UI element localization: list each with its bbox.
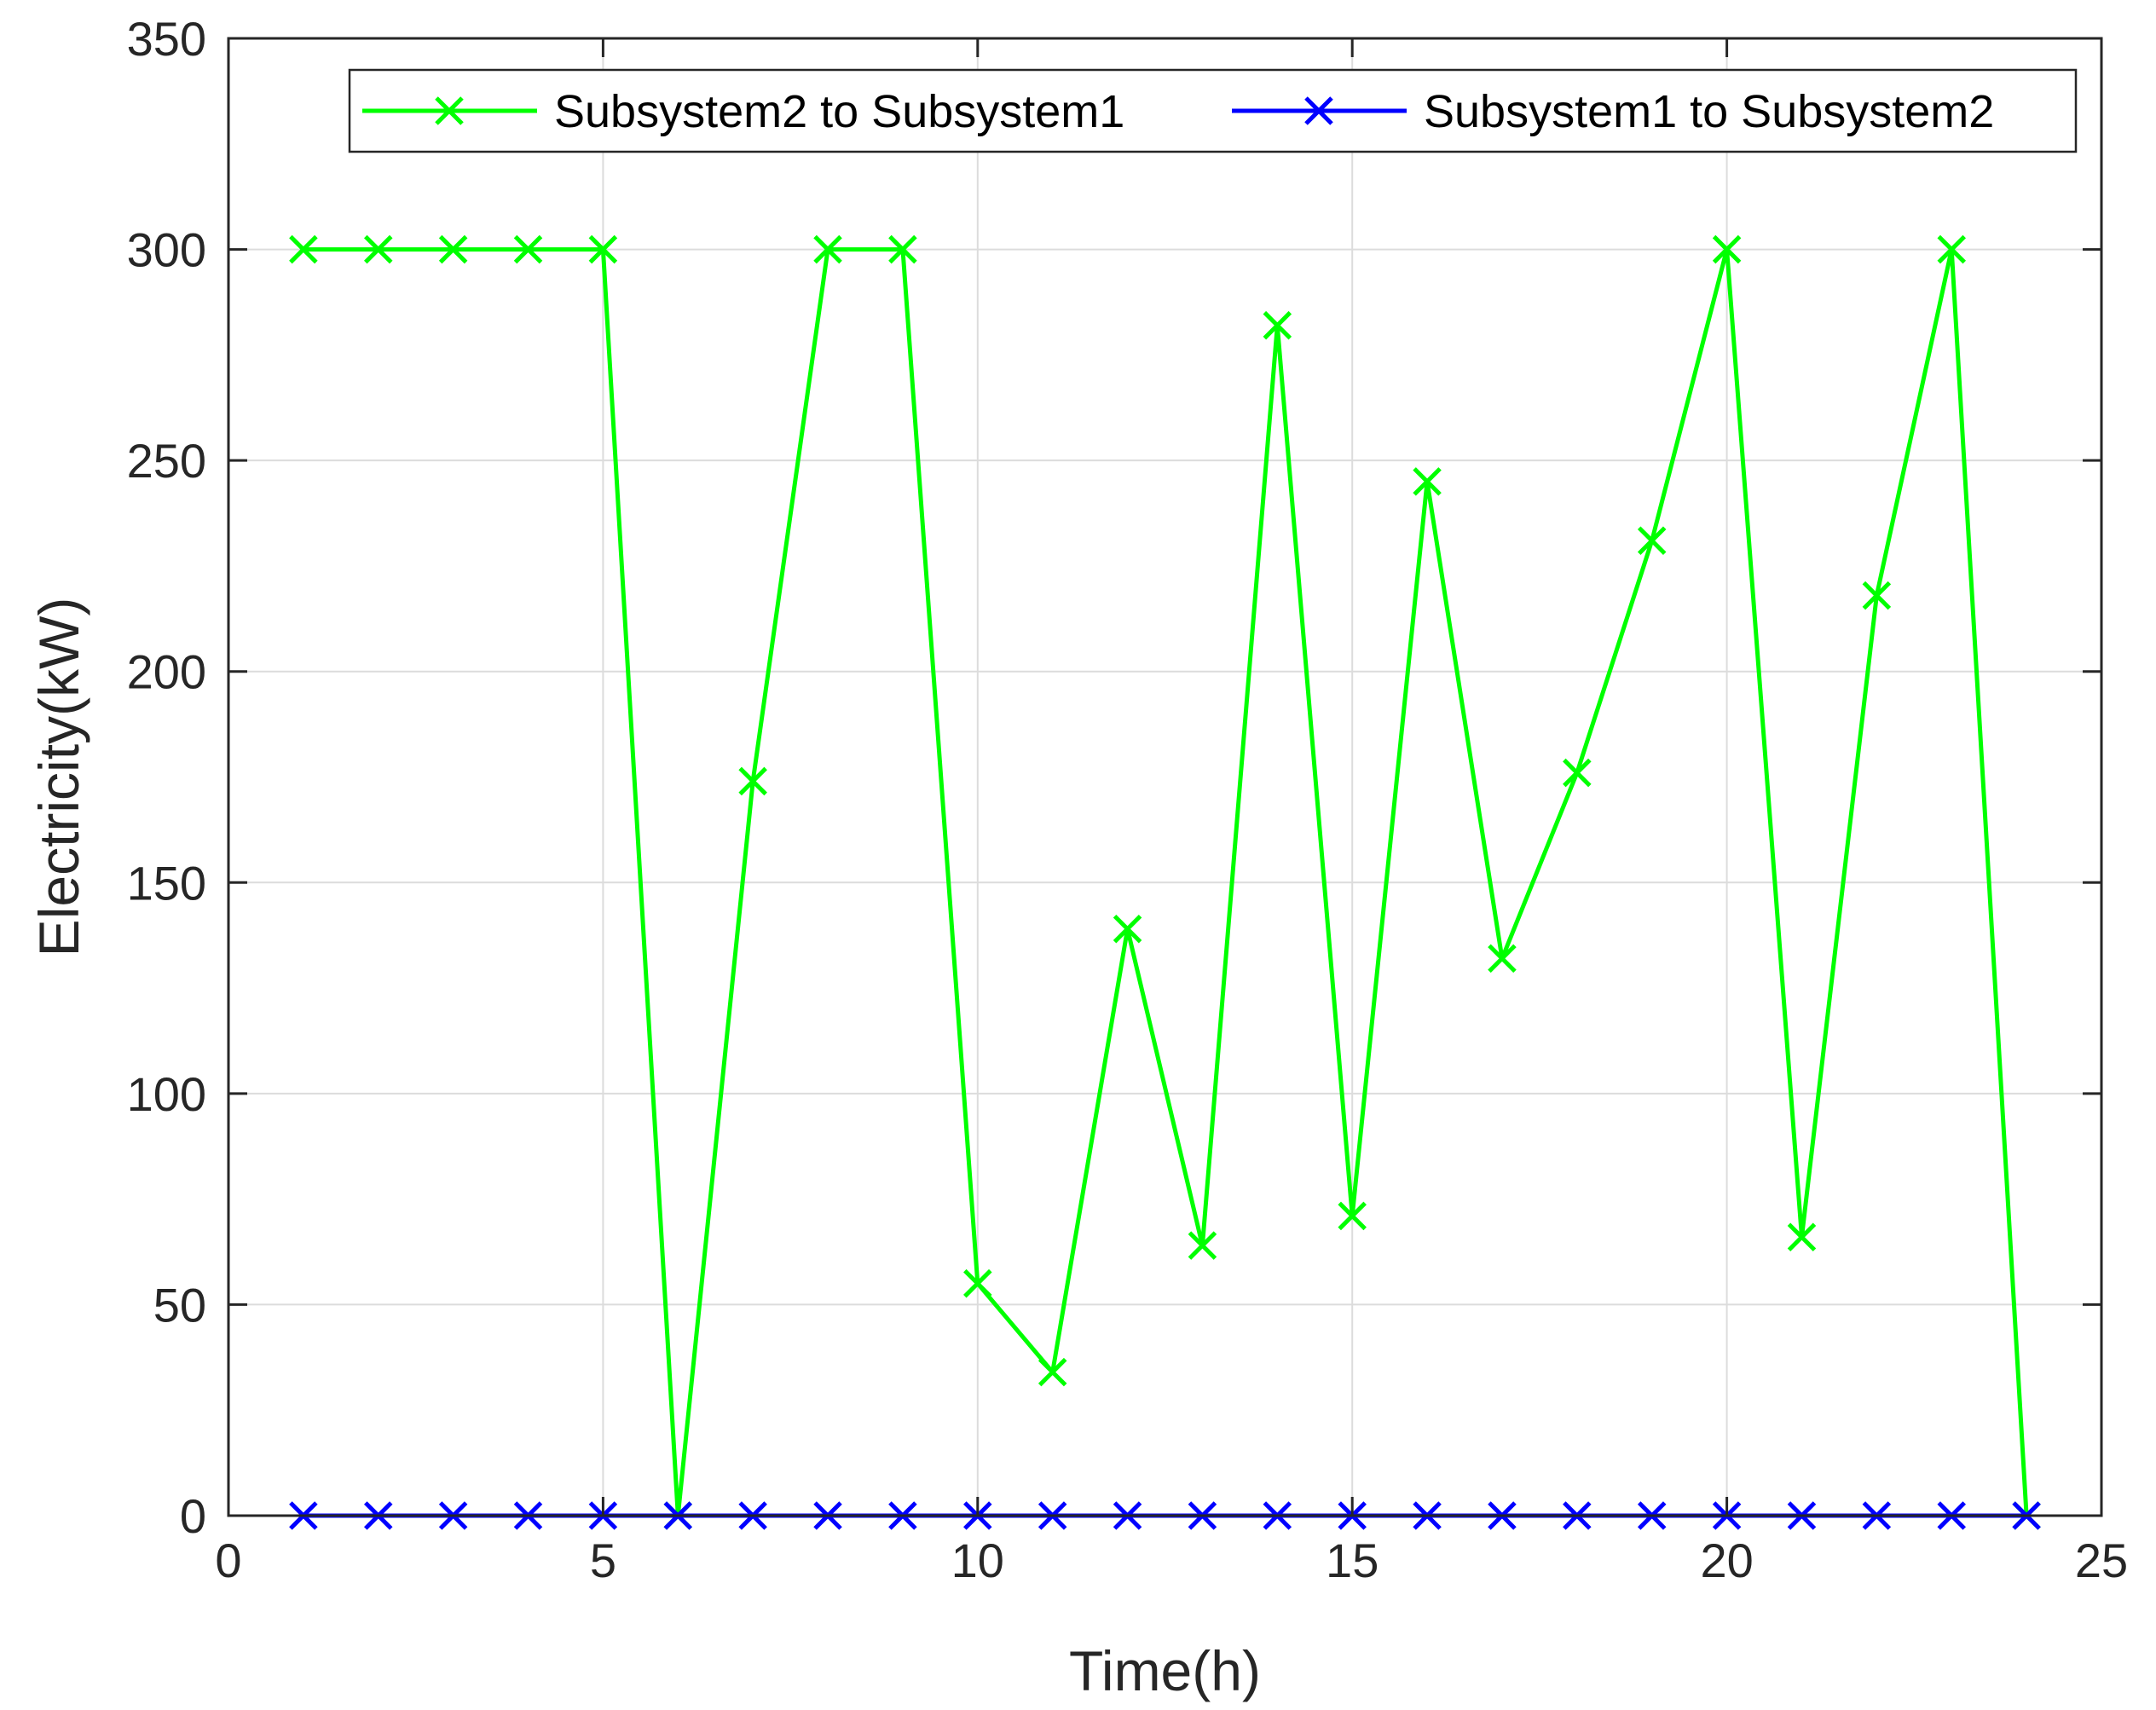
data-point-marker (1263, 310, 1292, 340)
y-tick-label: 300 (127, 223, 206, 277)
data-point-marker (888, 234, 917, 264)
data-point-marker (1038, 1357, 1067, 1387)
y-tick-label: 200 (127, 645, 206, 699)
x-tick-label: 10 (951, 1534, 1004, 1587)
axes-frame (227, 37, 2103, 1517)
x-tick-label: 0 (215, 1534, 241, 1587)
plot-area (228, 38, 2101, 1516)
data-point-marker (1488, 944, 1517, 973)
data-point-marker (1787, 1222, 1817, 1251)
y-tick-label: 50 (153, 1278, 206, 1332)
y-axis-title: Electricity(kW) (27, 598, 90, 957)
y-tick-label: 100 (127, 1067, 206, 1121)
data-point-marker (1563, 758, 1592, 788)
tick-marks (227, 37, 2103, 1517)
data-point-marker (438, 234, 468, 264)
data-point-marker (363, 234, 393, 264)
x-tick-label: 25 (2075, 1534, 2128, 1587)
data-point-marker (1413, 467, 1442, 496)
legend: Subsystem2 to Subsystem1 Subsystem1 to Su… (348, 68, 2078, 153)
data-point-marker (289, 234, 318, 264)
data-point-marker (1637, 526, 1667, 555)
data-point-marker (1338, 1201, 1367, 1231)
data-point-marker (738, 766, 767, 796)
data-point-marker (588, 234, 618, 264)
data-point-marker (513, 234, 543, 264)
x-axis-title: Time(h) (1069, 1639, 1261, 1702)
legend-item-1: Subsystem2 to Subsystem1 (362, 86, 1124, 137)
legend-label: Subsystem2 to Subsystem1 (554, 86, 1124, 137)
data-point-marker (1712, 234, 1742, 264)
data-point-marker (1113, 914, 1142, 944)
y-tick-label: 150 (127, 856, 206, 910)
data-point-marker (813, 234, 842, 264)
data-point-marker (1937, 234, 1967, 264)
legend-box (348, 68, 2078, 153)
y-tick-label: 0 (180, 1489, 206, 1543)
x-tick-label: 15 (1326, 1534, 1379, 1587)
data-point-marker (1862, 581, 1892, 610)
series-line (303, 247, 2029, 1518)
legend-marker (1304, 96, 1333, 125)
x-tick-label: 20 (1700, 1534, 1753, 1587)
data-point-marker (1188, 1231, 1217, 1260)
y-tick-label: 350 (127, 12, 206, 66)
legend-marker (435, 96, 464, 125)
y-tick-label: 250 (127, 434, 206, 488)
legend-item-2: Subsystem1 to Subsystem2 (1232, 86, 1994, 137)
legend-label: Subsystem1 to Subsystem2 (1424, 86, 1994, 137)
data-point-marker (963, 1268, 992, 1298)
series-1 (289, 234, 2041, 1530)
x-tick-label: 5 (590, 1534, 616, 1587)
